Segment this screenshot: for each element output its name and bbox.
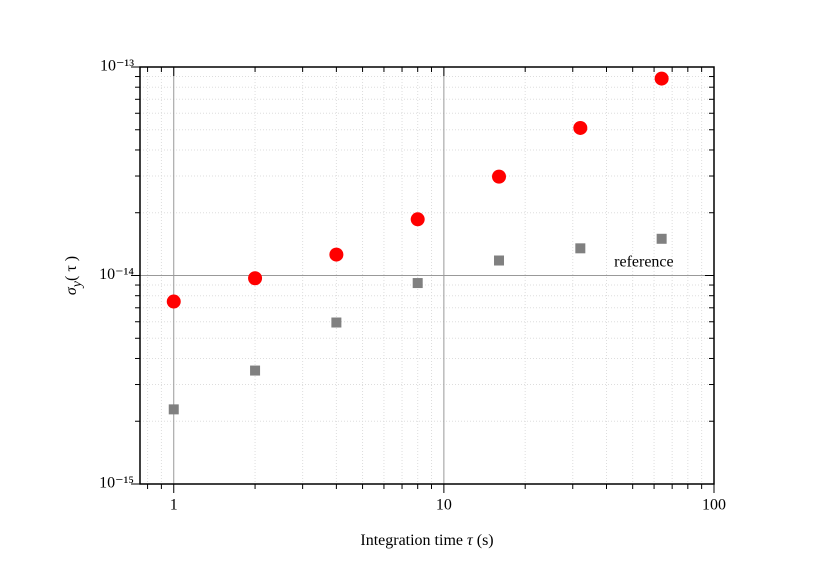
x-tick-label: 1 — [170, 497, 178, 514]
x-tick-label: 10 — [436, 497, 452, 514]
point — [654, 71, 669, 86]
y-label-rest: ( τ ) — [63, 256, 80, 281]
y-tick-label: 10⁻¹⁵ — [99, 475, 134, 492]
x-axis-label: Integration time τ (s) — [360, 532, 493, 549]
x-label-text: Integration time — [360, 532, 467, 549]
point — [494, 255, 505, 266]
x-label-symbol: τ — [467, 532, 474, 549]
point — [250, 365, 261, 376]
point — [492, 169, 507, 184]
point — [329, 247, 344, 262]
point — [410, 212, 425, 227]
point — [656, 233, 667, 244]
y-label-subscript: y — [70, 280, 85, 289]
x-label-unit: (s) — [473, 532, 494, 549]
annotation: reference — [614, 254, 674, 271]
point — [573, 120, 588, 135]
point — [575, 243, 586, 254]
y-axis-label: σy( τ ) — [63, 256, 86, 295]
point — [412, 278, 423, 289]
point — [331, 317, 342, 328]
x-tick-label: 100 — [702, 497, 726, 514]
point — [168, 404, 179, 415]
plot-frame — [139, 66, 715, 485]
y-tick-label: 10⁻¹⁴ — [99, 266, 134, 283]
point — [166, 294, 181, 309]
y-label-symbol: σ — [63, 286, 80, 295]
point — [248, 271, 263, 286]
y-tick-label: 10⁻¹³ — [100, 58, 134, 75]
